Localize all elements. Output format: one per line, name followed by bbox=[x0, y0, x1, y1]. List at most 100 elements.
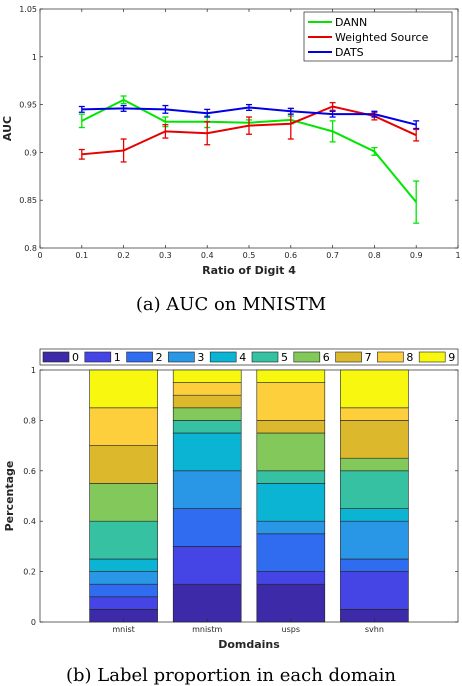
legend-swatch bbox=[335, 351, 362, 363]
bar-segment bbox=[89, 520, 158, 560]
bar-segment bbox=[89, 445, 158, 484]
bar-segment bbox=[172, 470, 242, 509]
bar-segment bbox=[89, 483, 158, 522]
bar-segment bbox=[340, 508, 409, 522]
legend-swatch bbox=[251, 351, 279, 363]
x-tick-label: 0.9 bbox=[410, 251, 423, 260]
legend-label: 8 bbox=[406, 351, 413, 364]
legend-label: 7 bbox=[365, 351, 372, 364]
x-tick-label: 0.2 bbox=[117, 251, 130, 260]
y-tick-label: 0.6 bbox=[23, 467, 36, 476]
bar-segment bbox=[172, 508, 242, 547]
legend-label: 5 bbox=[281, 351, 288, 364]
x-axis-label: Domdains bbox=[218, 638, 280, 651]
x-axis-label: Ratio of Digit 4 bbox=[202, 264, 296, 277]
legend-swatch bbox=[377, 351, 404, 363]
legend-label: 6 bbox=[323, 351, 330, 364]
bar-segment bbox=[172, 382, 242, 396]
caption-bottom: (b) Label proportion in each domain bbox=[66, 665, 396, 686]
bar-segment bbox=[340, 470, 409, 509]
legend-swatch bbox=[168, 351, 195, 363]
bar-segment bbox=[256, 470, 326, 484]
x-tick-label: svhn bbox=[365, 625, 384, 634]
x-tick-label: 0.7 bbox=[326, 251, 339, 260]
caption-top: (a) AUC on MNISTM bbox=[136, 294, 326, 315]
y-tick-label: 0.8 bbox=[23, 416, 36, 425]
legend-label: DANN bbox=[335, 16, 367, 29]
bar-segment bbox=[89, 407, 158, 446]
bar-segment bbox=[89, 596, 158, 610]
legend-label: 9 bbox=[448, 351, 455, 364]
bar-segment bbox=[256, 533, 326, 572]
x-tick-label: mnistm bbox=[192, 625, 222, 634]
bar-segment bbox=[256, 483, 326, 522]
bar-stack-mnistm bbox=[172, 369, 242, 623]
legend-swatch bbox=[84, 351, 112, 363]
legend-swatch bbox=[418, 351, 446, 363]
x-tick-label: 0.5 bbox=[243, 251, 256, 260]
legend-label: 1 bbox=[114, 351, 121, 364]
legend-label: Weighted Source bbox=[335, 31, 429, 44]
bar-segment bbox=[256, 520, 326, 535]
bar-segment bbox=[172, 583, 242, 623]
y-axis-label: AUC bbox=[1, 116, 14, 141]
legend-label: 3 bbox=[197, 351, 204, 364]
bar-segment bbox=[256, 571, 326, 585]
bar-segment bbox=[256, 382, 326, 421]
legend: DANN Weighted Source DATS bbox=[303, 11, 453, 62]
bar-segment bbox=[172, 369, 242, 383]
bar-segment bbox=[340, 571, 409, 610]
x-tick-label: mnist bbox=[112, 625, 134, 634]
bar-stack-mnist bbox=[89, 369, 158, 623]
legend-swatch bbox=[293, 351, 321, 363]
bar-segment bbox=[256, 420, 326, 434]
legend-swatch bbox=[42, 351, 70, 363]
legend-label: 2 bbox=[156, 351, 163, 364]
auc-line-chart: 0 0.1 0.2 0.3 0.4 0.5 0.6 0.7 0.8 0.9 1 0.8 0.85 0.9 0… bbox=[1, 5, 461, 277]
bar-segment bbox=[256, 369, 326, 383]
legend-swatch bbox=[126, 351, 153, 363]
bar-segment bbox=[89, 558, 158, 572]
x-tick-label: 0.6 bbox=[284, 251, 297, 260]
bar-segment bbox=[172, 407, 242, 421]
bar-segment bbox=[172, 546, 242, 585]
y-tick-label: 0.4 bbox=[23, 517, 36, 526]
y-tick-label: 1.05 bbox=[19, 5, 37, 14]
bar-segment bbox=[89, 583, 158, 598]
y-tick-label: 0.95 bbox=[19, 101, 37, 110]
x-tick-label: 0.4 bbox=[201, 251, 214, 260]
bar-segment bbox=[340, 369, 409, 409]
y-tick-label: 0.2 bbox=[23, 568, 36, 577]
bar-segment bbox=[172, 394, 242, 409]
bar-segment bbox=[256, 583, 326, 623]
bar-stack-usps bbox=[256, 369, 326, 623]
bar-segment bbox=[256, 432, 326, 472]
y-tick-label: 1 bbox=[32, 53, 37, 62]
x-tick-label: 1 bbox=[455, 251, 460, 260]
y-tick-label: 0.8 bbox=[24, 244, 37, 253]
series-weighted-source bbox=[78, 102, 420, 163]
bar-segment bbox=[89, 571, 158, 585]
bar-segment bbox=[172, 432, 242, 472]
bar-segment bbox=[340, 420, 409, 459]
y-axis-label: Percentage bbox=[3, 461, 16, 532]
bar-segment bbox=[89, 369, 158, 409]
x-tick-label: usps bbox=[282, 625, 300, 634]
bar-segment bbox=[340, 407, 409, 421]
y-tick-label: 0 bbox=[31, 618, 36, 627]
legend-label: 4 bbox=[239, 351, 246, 364]
legend: 0 1 2 3 4 5 6 7 8 9 bbox=[39, 348, 459, 366]
x-tick-label: 0 bbox=[37, 251, 42, 260]
bar-segment bbox=[340, 457, 409, 472]
y-tick-label: 0.9 bbox=[24, 148, 37, 157]
bar-segment bbox=[340, 520, 409, 560]
series-dats bbox=[78, 103, 420, 130]
bar-segment bbox=[172, 420, 242, 434]
label-proportion-bar-chart: 0 0.2 0.4 0.6 0.8 1 mnist mnistm usps svhn Domdain… bbox=[3, 348, 459, 651]
legend-swatch bbox=[209, 351, 237, 363]
y-tick-label: 1 bbox=[31, 366, 36, 375]
x-tick-label: 0.3 bbox=[159, 251, 172, 260]
bar-stack-svhn bbox=[340, 369, 409, 623]
legend-label: DATS bbox=[335, 46, 364, 59]
